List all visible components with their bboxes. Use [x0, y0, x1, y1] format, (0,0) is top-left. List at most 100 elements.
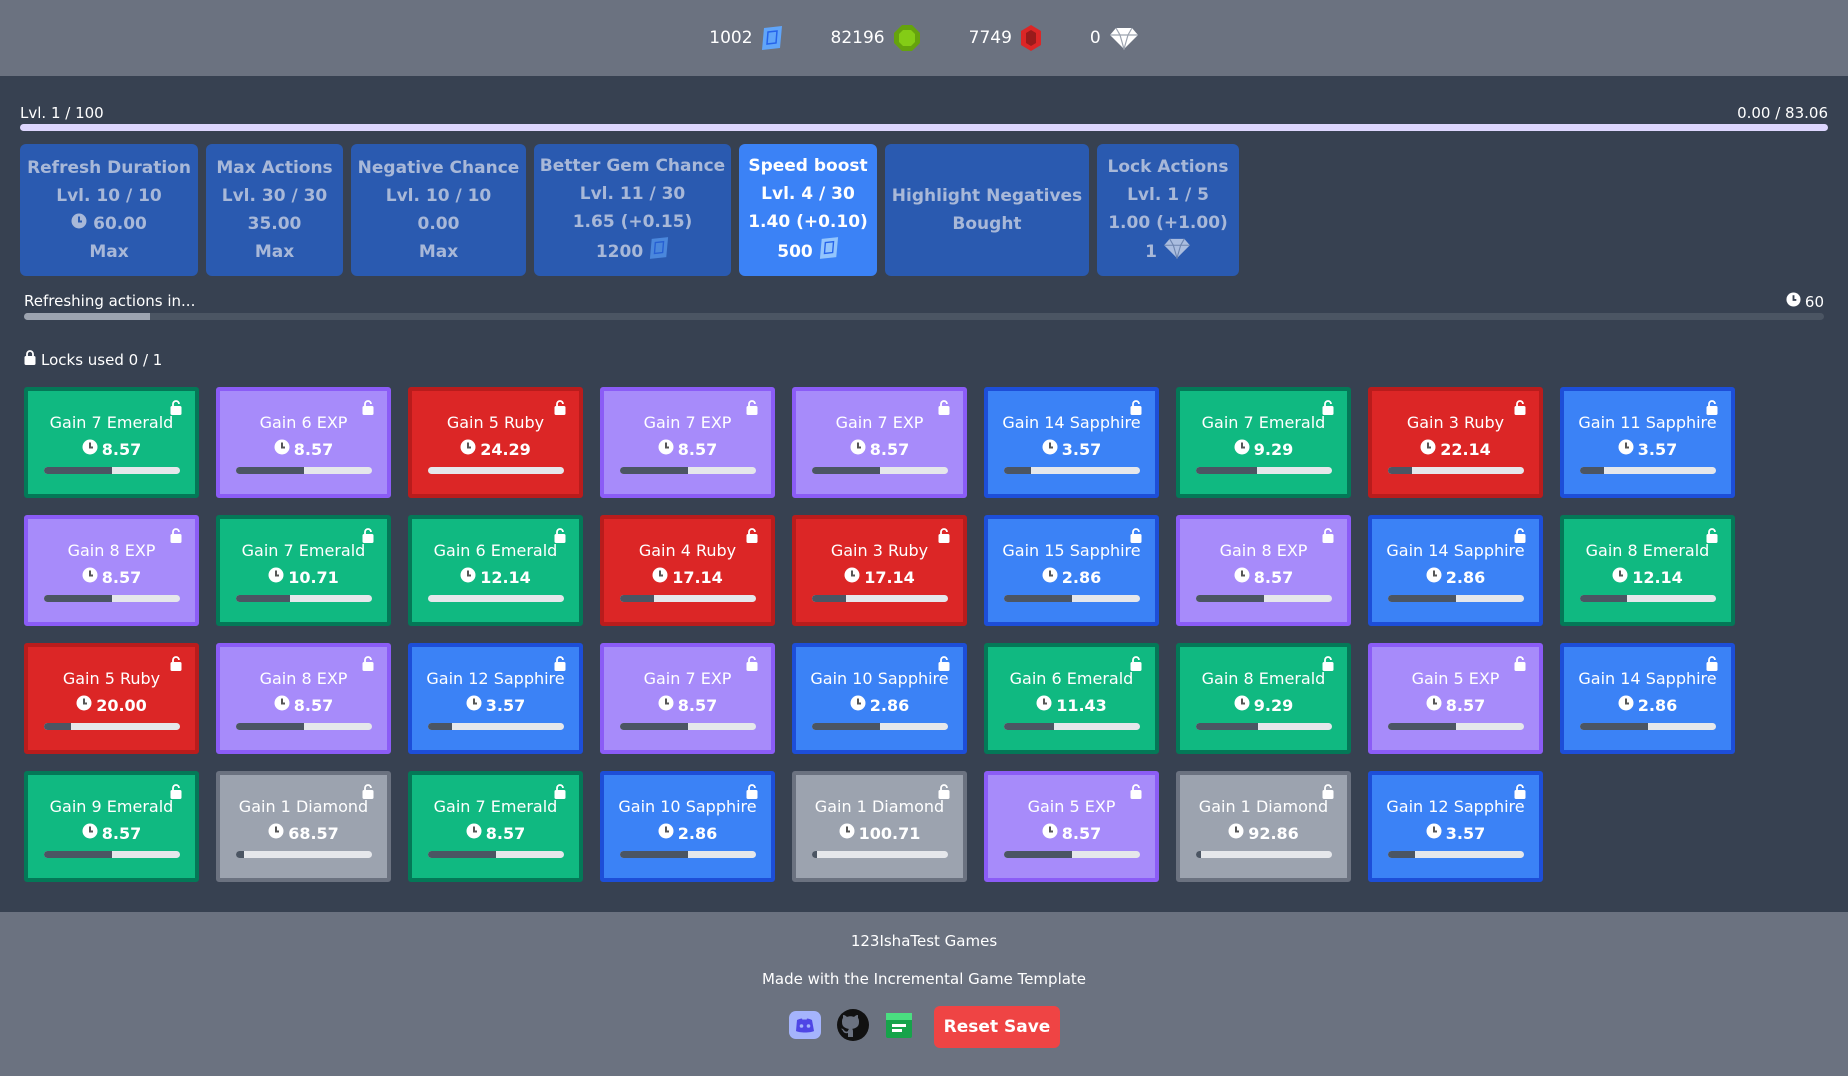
action-title: Gain 9 Emerald — [49, 797, 174, 816]
refresh-row: Refreshing actions in... 60 — [20, 292, 1828, 311]
clock-icon — [1612, 567, 1628, 587]
action-card-emerald[interactable]: Gain 8 Emerald 9.29 — [1176, 643, 1351, 754]
action-card-emerald[interactable]: Gain 6 Emerald 12.14 — [408, 515, 583, 626]
unlock-icon[interactable] — [1322, 400, 1336, 419]
github-icon[interactable] — [836, 1008, 870, 1046]
action-card-ruby[interactable]: Gain 4 Ruby 17.14 — [600, 515, 775, 626]
unlock-icon[interactable] — [1130, 400, 1144, 419]
action-title: Gain 7 EXP — [835, 413, 924, 432]
clock-icon — [76, 695, 92, 715]
action-card-diamond[interactable]: Gain 1 Diamond 100.71 — [792, 771, 967, 882]
action-card-exp[interactable]: Gain 7 EXP 8.57 — [600, 387, 775, 498]
action-progress-bar — [235, 723, 372, 730]
upgrade-name: Refresh Duration — [27, 158, 191, 178]
unlock-icon[interactable] — [170, 400, 184, 419]
action-card-sapphire[interactable]: Gain 14 Sapphire 2.86 — [1560, 643, 1735, 754]
action-card-diamond[interactable]: Gain 1 Diamond 68.57 — [216, 771, 391, 882]
unlock-icon[interactable] — [746, 784, 760, 803]
action-card-ruby[interactable]: Gain 3 Ruby 17.14 — [792, 515, 967, 626]
action-title: Gain 5 EXP — [1027, 797, 1116, 816]
unlock-icon[interactable] — [1322, 656, 1336, 675]
upgrade-max-actions[interactable]: Max Actions Lvl. 30 / 30 35.00 Max — [206, 144, 343, 276]
action-card-exp[interactable]: Gain 5 EXP 8.57 — [1368, 643, 1543, 754]
upgrade-lock-actions[interactable]: Lock Actions Lvl. 1 / 5 1.00 (+1.00) 1 — [1097, 144, 1239, 276]
upgrade-negative-chance[interactable]: Negative Chance Lvl. 10 / 10 0.00 Max — [351, 144, 526, 276]
action-card-sapphire[interactable]: Gain 15 Sapphire 2.86 — [984, 515, 1159, 626]
unlock-icon[interactable] — [938, 656, 952, 675]
unlock-icon[interactable] — [1706, 528, 1720, 547]
action-title: Gain 7 Emerald — [1201, 413, 1326, 432]
action-progress-bar — [811, 595, 948, 602]
unlock-icon[interactable] — [1322, 528, 1336, 547]
unlock-icon[interactable] — [1514, 400, 1528, 419]
upgrade-refresh-duration[interactable]: Refresh Duration Lvl. 10 / 10 60.00 Max — [20, 144, 198, 276]
action-card-sapphire[interactable]: Gain 10 Sapphire 2.86 — [600, 771, 775, 882]
unlock-icon[interactable] — [1514, 784, 1528, 803]
action-card-emerald[interactable]: Gain 9 Emerald 8.57 — [24, 771, 199, 882]
action-card-ruby[interactable]: Gain 5 Ruby 20.00 — [24, 643, 199, 754]
unlock-icon[interactable] — [1322, 784, 1336, 803]
action-card-exp[interactable]: Gain 8 EXP 8.57 — [24, 515, 199, 626]
upgrade-cost: Max — [418, 242, 459, 262]
action-card-sapphire[interactable]: Gain 14 Sapphire 3.57 — [984, 387, 1159, 498]
action-card-emerald[interactable]: Gain 6 Emerald 11.43 — [984, 643, 1159, 754]
action-card-emerald[interactable]: Gain 7 Emerald 8.57 — [24, 387, 199, 498]
action-card-emerald[interactable]: Gain 7 Emerald 10.71 — [216, 515, 391, 626]
unlock-icon[interactable] — [938, 784, 952, 803]
unlock-icon[interactable] — [1514, 528, 1528, 547]
action-card-sapphire[interactable]: Gain 10 Sapphire 2.86 — [792, 643, 967, 754]
upgrade-highlight-negatives[interactable]: Highlight Negatives Bought — [885, 144, 1089, 276]
action-time: 22.14 — [1440, 439, 1491, 459]
action-card-exp[interactable]: Gain 8 EXP 8.57 — [216, 643, 391, 754]
unlock-icon[interactable] — [938, 400, 952, 419]
action-card-exp[interactable]: Gain 5 EXP 8.57 — [984, 771, 1159, 882]
unlock-icon[interactable] — [362, 784, 376, 803]
action-card-sapphire[interactable]: Gain 12 Sapphire 3.57 — [1368, 771, 1543, 882]
action-card-ruby[interactable]: Gain 5 Ruby 24.29 — [408, 387, 583, 498]
action-title: Gain 1 Diamond — [1198, 797, 1329, 816]
unlock-icon[interactable] — [746, 528, 760, 547]
unlock-icon[interactable] — [1130, 528, 1144, 547]
unlock-icon[interactable] — [1130, 784, 1144, 803]
unlock-icon[interactable] — [554, 784, 568, 803]
itchio-icon[interactable] — [884, 1010, 914, 1044]
unlock-icon[interactable] — [170, 784, 184, 803]
unlock-icon[interactable] — [362, 656, 376, 675]
unlock-icon[interactable] — [938, 528, 952, 547]
unlock-icon[interactable] — [362, 528, 376, 547]
unlock-icon[interactable] — [746, 656, 760, 675]
reset-save-button[interactable]: Reset Save — [934, 1006, 1060, 1048]
unlock-icon[interactable] — [170, 528, 184, 547]
action-card-sapphire[interactable]: Gain 11 Sapphire 3.57 — [1560, 387, 1735, 498]
unlock-icon[interactable] — [1130, 656, 1144, 675]
action-card-exp[interactable]: Gain 7 EXP 8.57 — [792, 387, 967, 498]
action-card-emerald[interactable]: Gain 7 Emerald 9.29 — [1176, 387, 1351, 498]
action-card-sapphire[interactable]: Gain 14 Sapphire 2.86 — [1368, 515, 1543, 626]
unlock-icon[interactable] — [170, 656, 184, 675]
unlock-icon[interactable] — [1706, 400, 1720, 419]
unlock-icon[interactable] — [1706, 656, 1720, 675]
clock-icon — [1234, 695, 1250, 715]
upgrade-speed-boost[interactable]: Speed boost Lvl. 4 / 30 1.40 (+0.10) 500 — [739, 144, 877, 276]
unlock-icon[interactable] — [746, 400, 760, 419]
sapphire-gem-icon — [819, 236, 839, 269]
unlock-icon[interactable] — [1514, 656, 1528, 675]
action-card-emerald[interactable]: Gain 8 Emerald 12.14 — [1560, 515, 1735, 626]
action-card-exp[interactable]: Gain 8 EXP 8.57 — [1176, 515, 1351, 626]
upgrade-cost: 1 — [1145, 242, 1157, 262]
discord-icon[interactable] — [788, 1010, 822, 1044]
footer: 123IshaTest Games Made with the Incremen… — [0, 912, 1848, 1076]
unlock-icon[interactable] — [362, 400, 376, 419]
action-time: 9.29 — [1253, 695, 1294, 715]
action-card-ruby[interactable]: Gain 3 Ruby 22.14 — [1368, 387, 1543, 498]
clock-icon — [1426, 567, 1442, 587]
action-card-exp[interactable]: Gain 6 EXP 8.57 — [216, 387, 391, 498]
action-card-emerald[interactable]: Gain 7 Emerald 8.57 — [408, 771, 583, 882]
upgrade-better-gem-chance[interactable]: Better Gem Chance Lvl. 11 / 30 1.65 (+0.… — [534, 144, 731, 276]
action-card-diamond[interactable]: Gain 1 Diamond 92.86 — [1176, 771, 1351, 882]
action-card-exp[interactable]: Gain 7 EXP 8.57 — [600, 643, 775, 754]
unlock-icon[interactable] — [554, 528, 568, 547]
unlock-icon[interactable] — [554, 400, 568, 419]
action-card-sapphire[interactable]: Gain 12 Sapphire 3.57 — [408, 643, 583, 754]
unlock-icon[interactable] — [554, 656, 568, 675]
